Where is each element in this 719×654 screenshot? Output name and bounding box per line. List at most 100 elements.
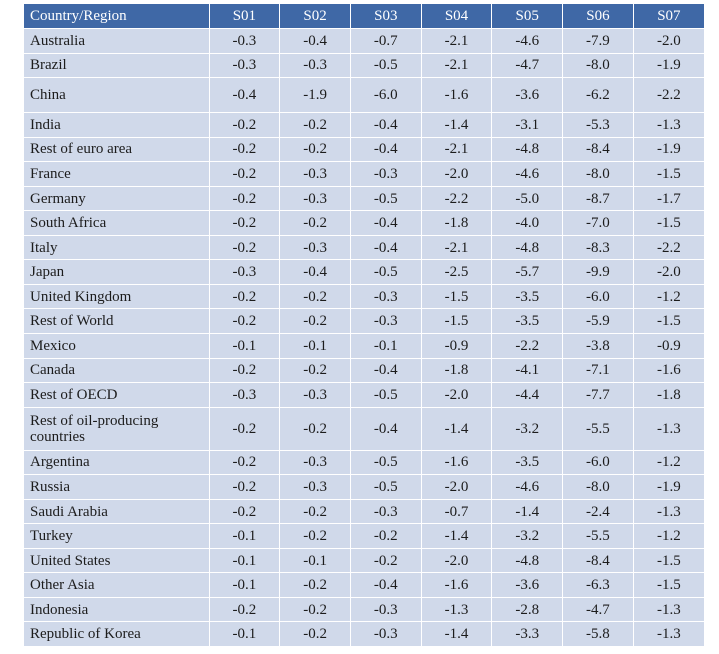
- value-cell-s02: -0.3: [279, 474, 351, 500]
- value-cell-s07: -0.9: [633, 333, 704, 359]
- scenario-results-table: Country/Region S01 S02 S03 S04 S05 S06 S…: [24, 4, 704, 647]
- value-cell-s07: -1.3: [633, 596, 704, 622]
- value-cell-s01: -0.1: [209, 572, 281, 598]
- value-cell-s06: -8.7: [562, 185, 634, 211]
- value-cell-s04: -2.5: [421, 259, 493, 285]
- value-cell-s01: -0.3: [209, 259, 281, 285]
- table-row: Other Asia -0.1 -0.2 -0.4 -1.6 -3.6 -6.3 -1.5: [24, 572, 704, 598]
- value-cell-s01: -0.3: [209, 52, 281, 78]
- value-cell-s05: -4.8: [491, 547, 564, 573]
- value-cell-s04: -1.6: [421, 77, 493, 113]
- column-header-s02: S02: [279, 4, 351, 29]
- country-cell: China: [24, 77, 210, 113]
- table-row: Turkey -0.1 -0.2 -0.2 -1.4 -3.2 -5.5 -1.2: [24, 523, 704, 549]
- value-cell-s04: -2.1: [421, 136, 493, 162]
- value-cell-s03: -0.4: [350, 406, 422, 451]
- country-cell: Rest of OECD: [24, 382, 210, 408]
- table-row: Rest of OECD -0.3 -0.3 -0.5 -2.0 -4.4 -7.7 -1.8: [24, 382, 704, 408]
- value-cell-s07: -1.3: [633, 498, 704, 524]
- value-cell-s02: -0.4: [279, 259, 351, 285]
- value-cell-s06: -8.0: [562, 161, 634, 187]
- value-cell-s07: -1.9: [633, 52, 704, 78]
- value-cell-s06: -5.5: [562, 523, 634, 549]
- country-cell: Rest of oil-producing countries: [24, 406, 210, 451]
- value-cell-s06: -6.0: [562, 449, 634, 475]
- country-cell: Russia: [24, 474, 210, 500]
- value-cell-s03: -0.5: [350, 52, 422, 78]
- value-cell-s01: -0.2: [209, 161, 281, 187]
- value-cell-s03: -0.4: [350, 210, 422, 236]
- table-row: Russia -0.2 -0.3 -0.5 -2.0 -4.6 -8.0 -1.9: [24, 474, 704, 500]
- country-cell: Saudi Arabia: [24, 498, 210, 524]
- value-cell-s02: -0.4: [279, 28, 351, 54]
- table-row: Republic of Korea -0.1 -0.2 -0.3 -1.4 -3.3 -5.…: [24, 621, 704, 647]
- value-cell-s02: -0.2: [279, 498, 351, 524]
- country-cell: Turkey: [24, 523, 210, 549]
- value-cell-s05: -5.7: [491, 259, 564, 285]
- table-row: United States -0.1 -0.1 -0.2 -2.0 -4.8 -8.4 -1.…: [24, 547, 704, 573]
- value-cell-s06: -8.4: [562, 547, 634, 573]
- country-cell: France: [24, 161, 210, 187]
- value-cell-s03: -0.5: [350, 382, 422, 408]
- value-cell-s02: -0.3: [279, 185, 351, 211]
- value-cell-s04: -2.1: [421, 234, 493, 260]
- value-cell-s03: -0.3: [350, 283, 422, 309]
- value-cell-s05: -2.2: [491, 333, 564, 359]
- value-cell-s07: -1.6: [633, 357, 704, 383]
- value-cell-s07: -1.3: [633, 621, 704, 647]
- value-cell-s02: -0.2: [279, 136, 351, 162]
- value-cell-s03: -0.7: [350, 28, 422, 54]
- value-cell-s04: -2.2: [421, 185, 493, 211]
- value-cell-s03: -0.1: [350, 333, 422, 359]
- value-cell-s02: -0.2: [279, 596, 351, 622]
- value-cell-s04: -2.0: [421, 474, 493, 500]
- value-cell-s04: -2.0: [421, 547, 493, 573]
- value-cell-s05: -3.6: [491, 572, 564, 598]
- value-cell-s06: -8.0: [562, 474, 634, 500]
- value-cell-s02: -0.2: [279, 308, 351, 334]
- value-cell-s02: -0.2: [279, 572, 351, 598]
- table-row: Argentina -0.2 -0.3 -0.5 -1.6 -3.5 -6.0 -1.2: [24, 449, 704, 475]
- value-cell-s03: -0.2: [350, 523, 422, 549]
- table-header: Country/Region S01 S02 S03 S04 S05 S06 S…: [24, 4, 704, 29]
- value-cell-s05: -4.4: [491, 382, 564, 408]
- value-cell-s05: -4.6: [491, 161, 564, 187]
- value-cell-s03: -0.5: [350, 474, 422, 500]
- value-cell-s04: -1.5: [421, 308, 493, 334]
- table-row: Brazil -0.3 -0.3 -0.5 -2.1 -4.7 -8.0 -1.9: [24, 52, 704, 78]
- column-header-s03: S03: [350, 4, 422, 29]
- value-cell-s07: -1.2: [633, 523, 704, 549]
- value-cell-s03: -0.5: [350, 449, 422, 475]
- value-cell-s07: -1.8: [633, 382, 704, 408]
- value-cell-s06: -6.3: [562, 572, 634, 598]
- value-cell-s01: -0.2: [209, 283, 281, 309]
- value-cell-s04: -2.1: [421, 28, 493, 54]
- country-cell: United Kingdom: [24, 283, 210, 309]
- value-cell-s07: -1.5: [633, 161, 704, 187]
- value-cell-s06: -7.9: [562, 28, 634, 54]
- table-row: France -0.2 -0.3 -0.3 -2.0 -4.6 -8.0 -1.5: [24, 161, 704, 187]
- value-cell-s07: -1.5: [633, 572, 704, 598]
- value-cell-s01: -0.4: [209, 77, 281, 113]
- country-cell: Indonesia: [24, 596, 210, 622]
- value-cell-s02: -0.2: [279, 357, 351, 383]
- value-cell-s07: -2.0: [633, 259, 704, 285]
- value-cell-s01: -0.2: [209, 136, 281, 162]
- value-cell-s07: -2.2: [633, 234, 704, 260]
- value-cell-s06: -6.0: [562, 283, 634, 309]
- column-header-country: Country/Region: [24, 4, 210, 29]
- country-cell: Argentina: [24, 449, 210, 475]
- column-header-s05: S05: [491, 4, 564, 29]
- data-table-container: Country/Region S01 S02 S03 S04 S05 S06 S…: [24, 4, 704, 647]
- value-cell-s01: -0.2: [209, 210, 281, 236]
- value-cell-s07: -1.3: [633, 406, 704, 451]
- table-row: United Kingdom -0.2 -0.2 -0.3 -1.5 -3.5 -6.0 -1…: [24, 283, 704, 309]
- value-cell-s04: -2.1: [421, 52, 493, 78]
- value-cell-s01: -0.2: [209, 498, 281, 524]
- table-row: Rest of oil-producing countries -0.2 -0.2-…: [24, 406, 704, 451]
- table-row: Australia -0.3 -0.4 -0.7 -2.1 -4.6 -7.9 -2.0: [24, 28, 704, 54]
- column-header-s01: S01: [209, 4, 281, 29]
- value-cell-s05: -3.6: [491, 77, 564, 113]
- value-cell-s02: -0.3: [279, 52, 351, 78]
- value-cell-s04: -1.8: [421, 357, 493, 383]
